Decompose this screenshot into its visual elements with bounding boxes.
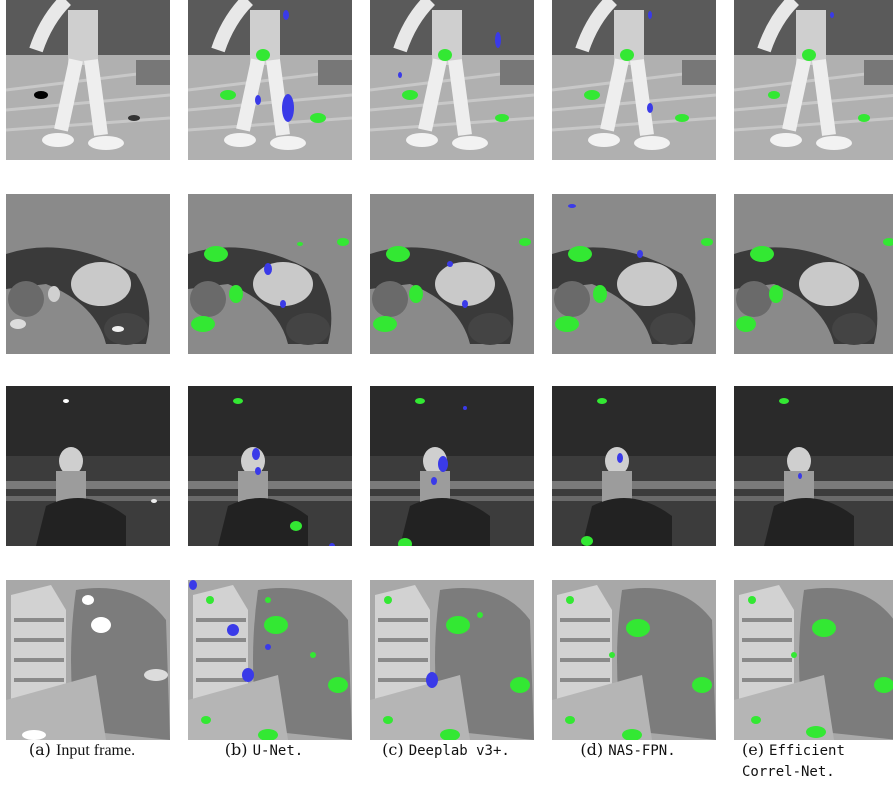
row-walking-legs-col-3 <box>370 0 534 160</box>
row-hand-building-col-3 <box>370 580 534 740</box>
row-swimmer-col-4 <box>552 194 716 354</box>
row-walking-legs-col-4 <box>552 0 716 160</box>
row-swimmer-col-3 <box>370 194 534 354</box>
caption-b: (b) U-Net. <box>224 740 304 759</box>
row-hand-building-col-1 <box>6 580 170 740</box>
row-walking-legs-col-2 <box>188 0 352 160</box>
figure-grid <box>6 0 893 740</box>
row-swimmer-col-2 <box>188 194 352 354</box>
caption-e: (e) Efficient Correl-Net. <box>742 740 845 780</box>
row-hand-building-col-2 <box>188 580 352 740</box>
row-swimmer-col-1 <box>6 194 170 354</box>
row-hand-building-col-4 <box>552 580 716 740</box>
caption-a: (a) Input frame. <box>28 740 136 759</box>
caption-c: (c) Deeplab v3+. <box>382 740 510 759</box>
row-walking-legs-col-5 <box>734 0 893 160</box>
row-rider-col-1 <box>6 386 170 546</box>
caption-d: (d) NAS-FPN. <box>580 740 676 759</box>
row-rider-col-2 <box>188 386 352 546</box>
row-walking-legs-col-1 <box>6 0 170 160</box>
row-hand-building-col-5 <box>734 580 893 740</box>
row-rider-col-3 <box>370 386 534 546</box>
row-rider-col-4 <box>552 386 716 546</box>
row-rider-col-5 <box>734 386 893 546</box>
row-swimmer-col-5 <box>734 194 893 354</box>
